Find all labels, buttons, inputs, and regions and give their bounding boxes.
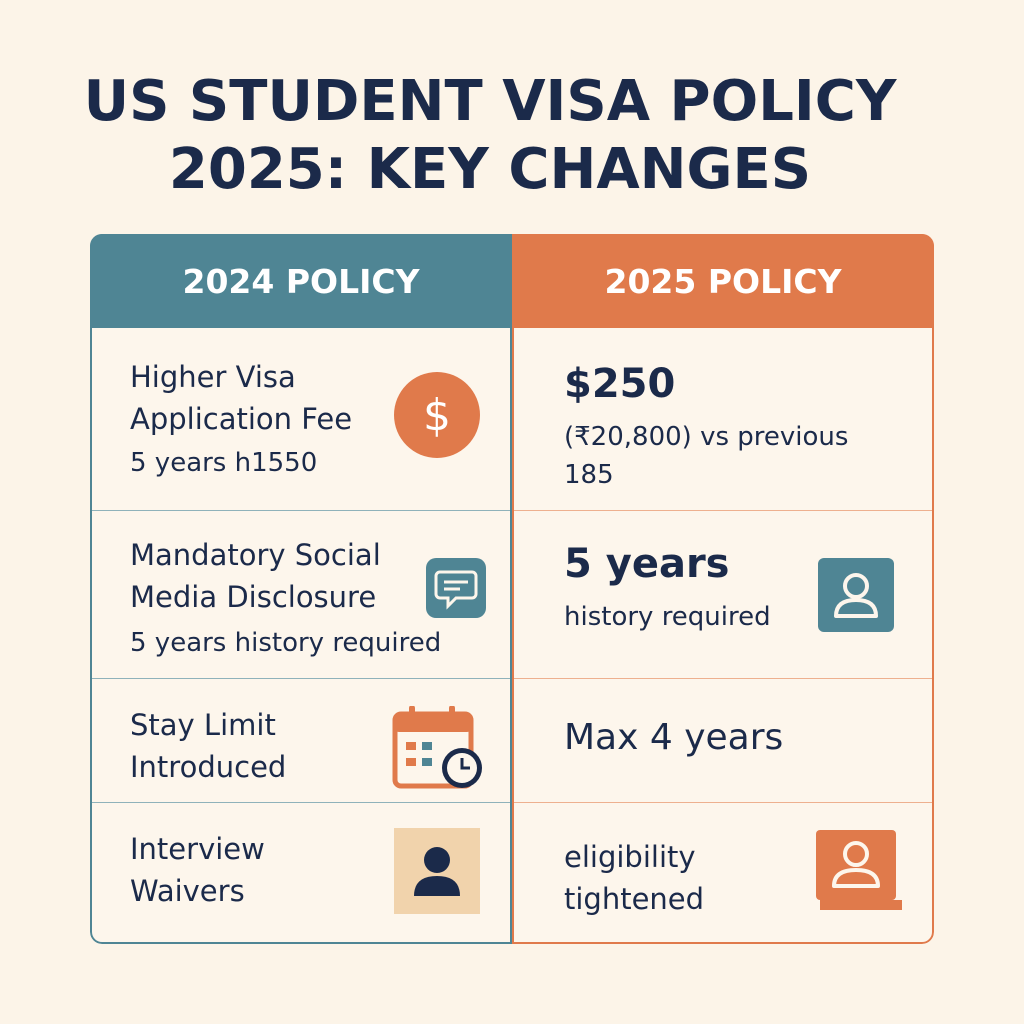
row-2-left-text: Mandatory Social Media Disclosure 5 year… (130, 534, 500, 662)
row-divider (90, 802, 510, 803)
row-3-right-text: Max 4 years (564, 716, 884, 760)
row-1-title-line-1: Higher Visa (130, 360, 296, 394)
row-1-headline: $250 (564, 361, 676, 407)
header-2025-policy: 2025 POLICY (512, 234, 934, 328)
row-3-title-line-2: Introduced (130, 750, 287, 784)
row-4-line-1: eligibility (564, 840, 696, 874)
calendar-clock-icon (392, 705, 484, 790)
chat-bubble-icon (426, 558, 486, 618)
row-4-line-2: tightened (564, 882, 705, 916)
row-1-title-line-2: Application Fee (130, 402, 353, 436)
row-divider (90, 510, 510, 511)
row-2-title-line-2: Media Disclosure (130, 580, 377, 614)
dollar-icon: $ (394, 372, 480, 458)
svg-text:$: $ (423, 390, 451, 441)
row-1-detail-line-2: 185 (564, 460, 614, 490)
row-1-right-text: $250 (₹20,800) vs previous 185 (564, 360, 914, 494)
row-3-title-line-1: Stay Limit (130, 708, 276, 742)
header-2024-policy: 2024 POLICY (90, 234, 512, 328)
row-1-detail-line-1: (₹20,800) vs previous (564, 422, 849, 452)
row-4-title-line-2: Waivers (130, 874, 245, 908)
row-divider (512, 510, 934, 511)
person-icon (394, 828, 480, 914)
row-2-headline: 5 years (564, 541, 730, 587)
user-icon (818, 558, 894, 632)
page-title: US STUDENT VISA POLICY 2025: KEY CHANGES (0, 68, 980, 204)
policy-comparison-table: 2024 POLICY 2025 POLICY Higher Visa Appl… (90, 234, 934, 944)
title-line-2: 2025: KEY CHANGES (168, 137, 812, 202)
row-3-headline: Max 4 years (564, 717, 784, 758)
row-1-left-text: Higher Visa Application Fee 5 years h155… (130, 356, 390, 482)
person-card-icon (814, 828, 902, 912)
column-divider (510, 234, 512, 944)
row-2-right-text: 5 years history required (564, 540, 844, 636)
row-4-title-line-1: Interview (130, 832, 265, 866)
row-1-subtext: 5 years h1550 (130, 448, 318, 478)
title-line-1: US STUDENT VISA POLICY (83, 69, 897, 134)
row-divider (512, 678, 934, 679)
row-3-left-text: Stay Limit Introduced (130, 704, 390, 788)
row-2-subtext: 5 years history required (130, 628, 442, 658)
row-2-title-line-1: Mandatory Social (130, 538, 381, 572)
row-4-right-text: eligibility tightened (564, 836, 824, 920)
row-4-left-text: Interview Waivers (130, 828, 390, 912)
row-divider (90, 678, 510, 679)
row-divider (512, 802, 934, 803)
row-2-detail: history required (564, 602, 771, 632)
